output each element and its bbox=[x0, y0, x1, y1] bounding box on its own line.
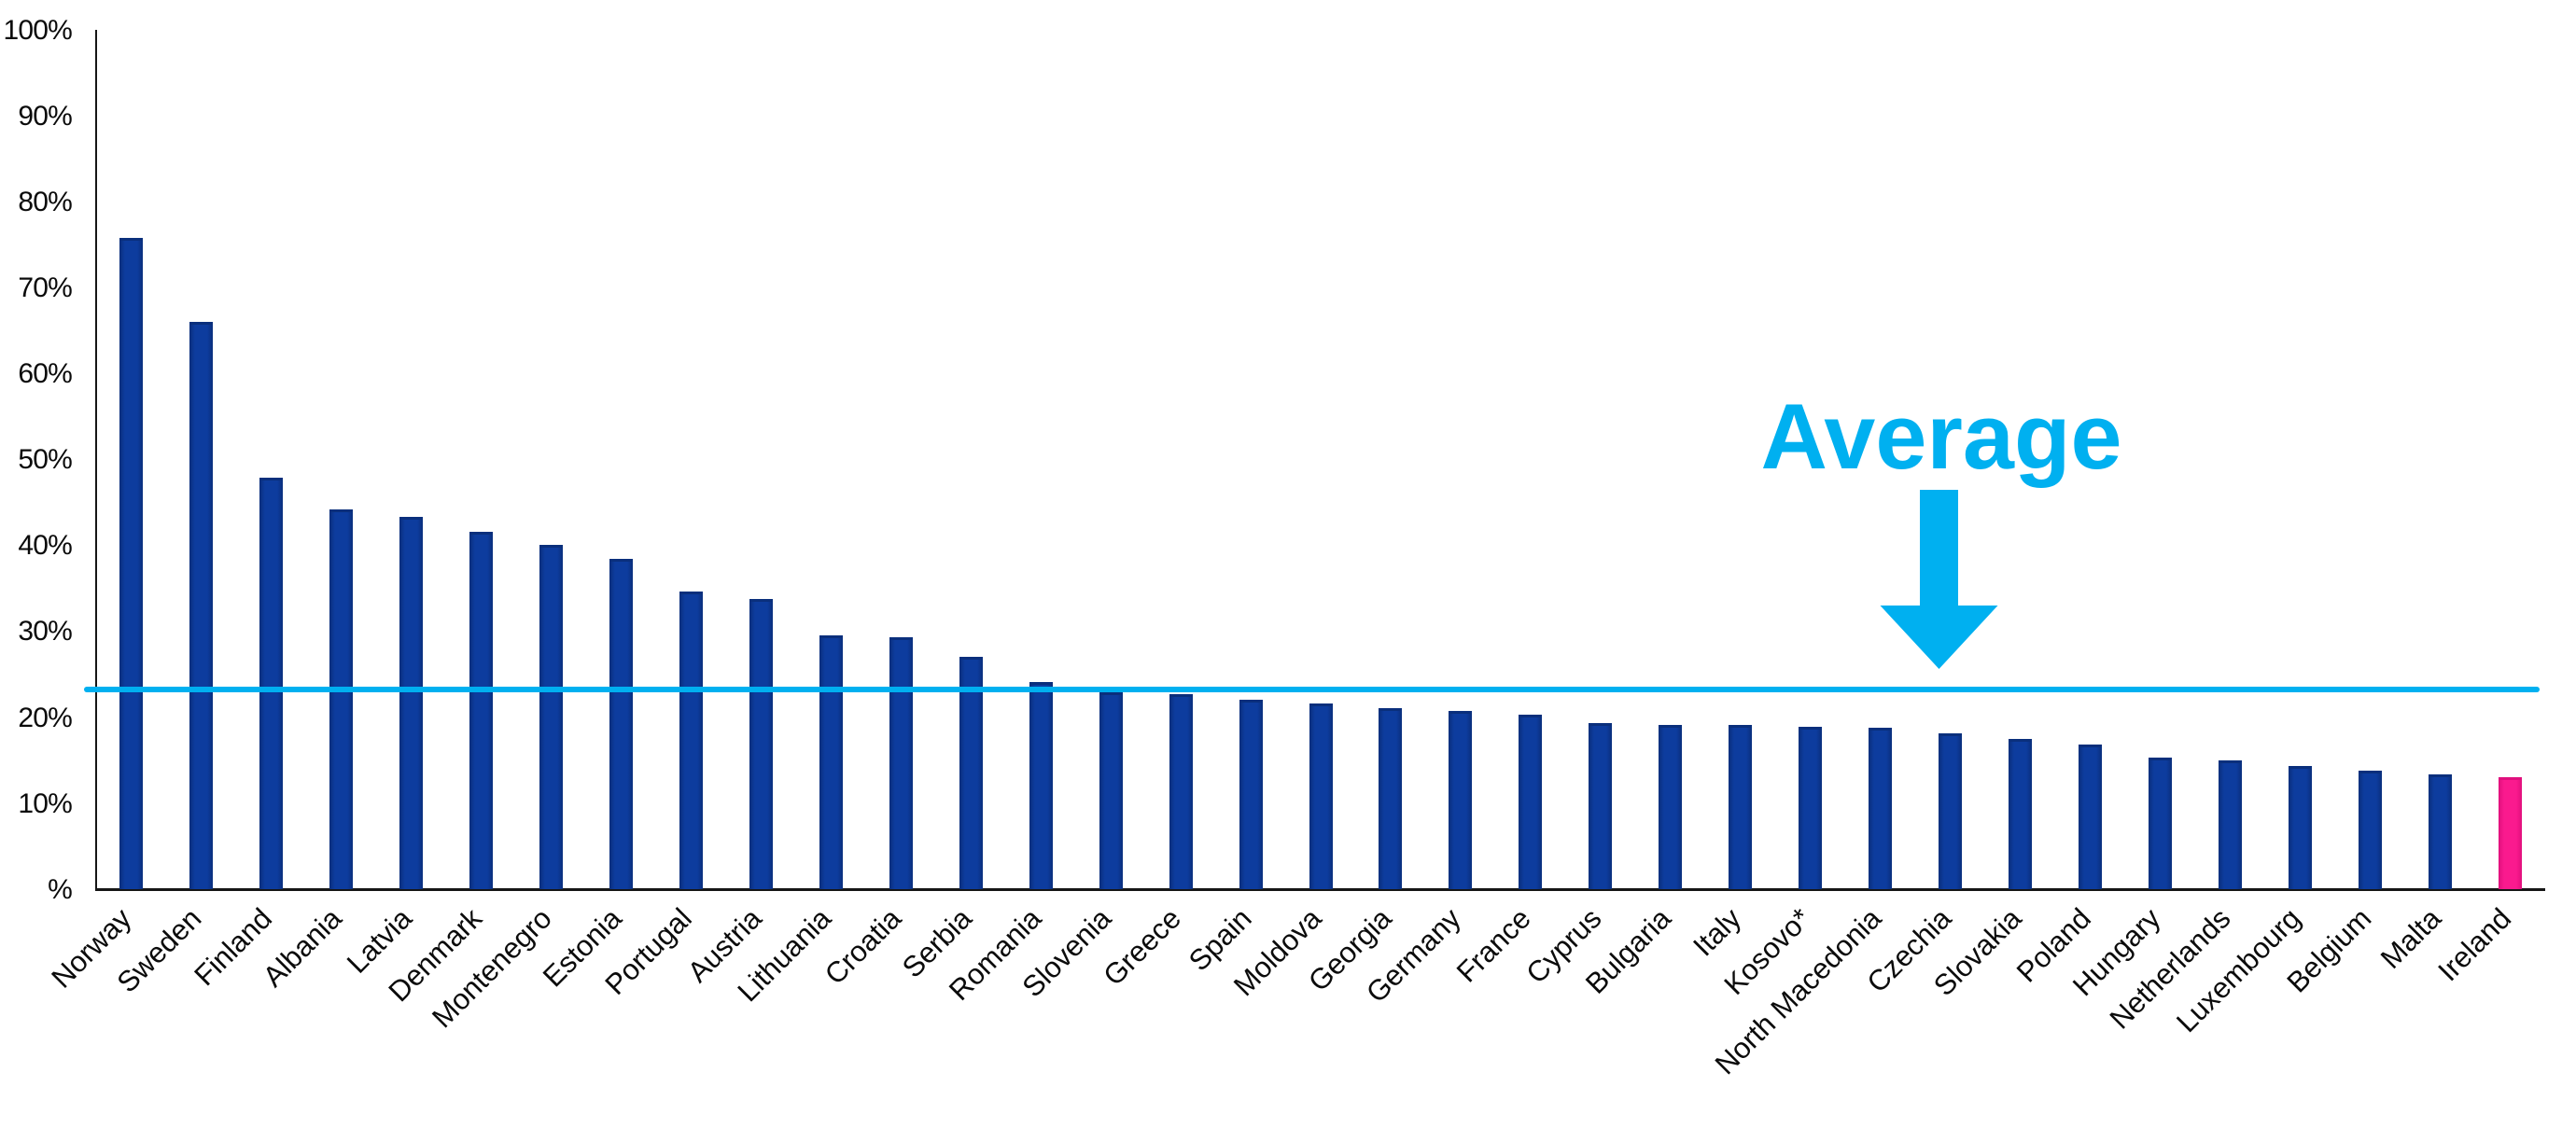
bar-finland bbox=[259, 478, 283, 890]
bar-sweden bbox=[189, 322, 213, 890]
bar-italy bbox=[1729, 725, 1753, 890]
bar-cyprus bbox=[1589, 722, 1613, 890]
bar-north-macedonia bbox=[1869, 728, 1893, 890]
bar-luxembourg bbox=[2289, 765, 2313, 890]
bar-ireland bbox=[2499, 776, 2522, 890]
bar-serbia bbox=[959, 656, 983, 890]
bar-albania bbox=[329, 509, 353, 890]
bar-moldova bbox=[1309, 703, 1333, 890]
bar-malta bbox=[2429, 773, 2453, 890]
bar-belgium bbox=[2359, 771, 2383, 890]
y-tick-label-0: % bbox=[48, 873, 73, 905]
bar-estonia bbox=[609, 558, 633, 890]
bar-denmark bbox=[469, 532, 493, 890]
bar-czechia bbox=[1939, 732, 1963, 890]
y-tick-label-40: 40% bbox=[18, 530, 72, 562]
bar-austria bbox=[749, 598, 773, 890]
y-tick-label-90: 90% bbox=[18, 100, 72, 132]
bar-portugal bbox=[679, 591, 703, 890]
y-tick-label-100: 100% bbox=[3, 14, 72, 46]
bar-slovakia bbox=[2009, 739, 2033, 890]
bar-norway bbox=[119, 237, 143, 890]
bar-hungary bbox=[2149, 758, 2173, 890]
bar-croatia bbox=[889, 636, 913, 890]
y-tick-label-80: 80% bbox=[18, 186, 72, 217]
y-tick-label-20: 20% bbox=[18, 702, 72, 733]
bar-france bbox=[1519, 715, 1543, 890]
y-tick-label-30: 30% bbox=[18, 616, 72, 648]
bar-romania bbox=[1029, 682, 1053, 890]
bar-kosovo bbox=[1799, 727, 1823, 890]
bar-bulgaria bbox=[1659, 725, 1683, 890]
bar-montenegro bbox=[539, 544, 563, 890]
bar-lithuania bbox=[819, 634, 843, 890]
y-tick-label-60: 60% bbox=[18, 358, 72, 390]
bar-slovenia bbox=[1099, 692, 1123, 890]
average-annotation-label: Average bbox=[1760, 384, 2122, 488]
y-tick-label-10: 10% bbox=[18, 787, 72, 819]
bar-germany bbox=[1449, 710, 1473, 890]
y-tick-label-50: 50% bbox=[18, 444, 72, 476]
bar-poland bbox=[2079, 744, 2103, 890]
y-tick-label-70: 70% bbox=[18, 272, 72, 303]
bar-georgia bbox=[1379, 707, 1403, 890]
y-axis-line bbox=[94, 30, 98, 891]
bar-spain bbox=[1239, 699, 1263, 890]
x-axis-line bbox=[94, 888, 2545, 891]
average-reference-line bbox=[84, 686, 2540, 692]
bar-latvia bbox=[399, 517, 423, 890]
bar-netherlands bbox=[2219, 760, 2243, 890]
bar-greece bbox=[1169, 694, 1193, 890]
